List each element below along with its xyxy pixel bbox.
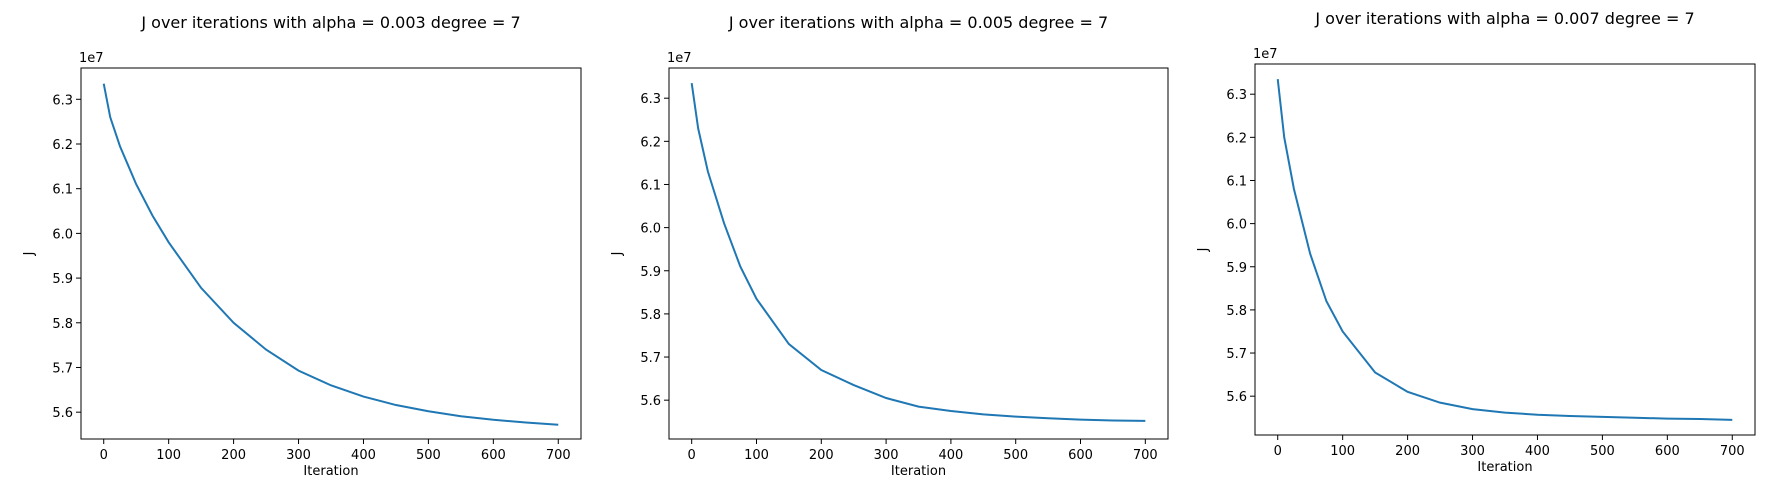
chart-panel-1: J over iterations with alpha = 0.003 deg… <box>22 13 582 479</box>
y-tick-label: 6.1 <box>640 178 661 193</box>
y-tick-label: 5.6 <box>1226 390 1247 405</box>
chart-panel-3: J over iterations with alpha = 0.007 deg… <box>1196 9 1756 475</box>
x-axis-label: Iteration <box>303 464 358 479</box>
x-tick-label: 500 <box>1003 448 1028 463</box>
y-tick-label: 6.1 <box>52 183 73 198</box>
y-tick-label: 6.2 <box>1226 131 1247 146</box>
y-tick-label: 6.2 <box>640 135 661 150</box>
y-offset-label: 1e7 <box>1253 47 1278 62</box>
x-tick-label: 100 <box>1330 444 1355 459</box>
plot-frame <box>1254 63 1756 436</box>
plot-frame <box>80 67 582 440</box>
y-tick-label: 6.0 <box>52 227 73 242</box>
y-tick-label: 6.3 <box>640 92 661 107</box>
plot-frame <box>668 67 1169 440</box>
x-tick-label: 200 <box>1395 444 1420 459</box>
chart-title: J over iterations with alpha = 0.005 deg… <box>728 13 1108 32</box>
chart-panel-2: J over iterations with alpha = 0.005 deg… <box>610 13 1169 479</box>
y-tick-label: 5.9 <box>52 272 73 287</box>
y-tick-label: 5.8 <box>640 308 661 323</box>
x-tick-label: 100 <box>744 448 769 463</box>
series-line <box>102 83 559 426</box>
y-tick-label: 5.9 <box>1226 261 1247 276</box>
y-tick-label: 5.8 <box>52 317 73 332</box>
x-tick-label: 500 <box>416 448 441 463</box>
series-line <box>1276 78 1733 421</box>
y-tick-label: 5.6 <box>640 394 661 409</box>
y-tick-label: 6.0 <box>1226 218 1247 233</box>
y-tick-label: 5.7 <box>1226 347 1247 362</box>
x-tick-label: 600 <box>1655 444 1680 459</box>
y-tick-label: 6.3 <box>52 93 73 108</box>
chart-title: J over iterations with alpha = 0.007 deg… <box>1314 9 1694 28</box>
x-tick-label: 600 <box>481 448 506 463</box>
x-tick-label: 500 <box>1590 444 1615 459</box>
x-tick-label: 0 <box>1274 444 1282 459</box>
y-tick-label: 5.9 <box>640 265 661 280</box>
x-tick-label: 700 <box>1133 448 1158 463</box>
y-tick-label: 5.8 <box>1226 304 1247 319</box>
y-tick-label: 5.6 <box>52 406 73 421</box>
y-offset-label: 1e7 <box>667 51 692 66</box>
x-tick-label: 700 <box>546 448 571 463</box>
x-tick-label: 400 <box>938 448 963 463</box>
x-tick-label: 700 <box>1720 444 1745 459</box>
x-tick-label: 0 <box>100 448 108 463</box>
y-tick-label: 6.2 <box>52 138 73 153</box>
x-tick-label: 0 <box>688 448 696 463</box>
y-tick-label: 6.1 <box>1226 174 1247 189</box>
y-tick-label: 5.7 <box>640 351 661 366</box>
x-tick-label: 300 <box>874 448 899 463</box>
y-axis-label: J <box>22 252 37 257</box>
y-tick-label: 6.3 <box>1226 88 1247 103</box>
y-offset-label: 1e7 <box>79 51 104 66</box>
y-tick-label: 5.7 <box>52 361 73 376</box>
chart-title: J over iterations with alpha = 0.003 deg… <box>140 13 520 32</box>
x-tick-label: 100 <box>156 448 181 463</box>
y-tick-label: 6.0 <box>640 222 661 237</box>
y-axis-label: J <box>1196 248 1211 253</box>
x-tick-label: 400 <box>351 448 376 463</box>
x-tick-label: 200 <box>809 448 834 463</box>
x-tick-label: 300 <box>286 448 311 463</box>
x-axis-label: Iteration <box>1477 460 1532 475</box>
x-tick-label: 200 <box>221 448 246 463</box>
series-line <box>690 82 1146 422</box>
x-tick-label: 600 <box>1068 448 1093 463</box>
x-axis-label: Iteration <box>891 464 946 479</box>
y-axis-label: J <box>610 252 625 257</box>
x-tick-label: 300 <box>1460 444 1485 459</box>
x-tick-label: 400 <box>1525 444 1550 459</box>
